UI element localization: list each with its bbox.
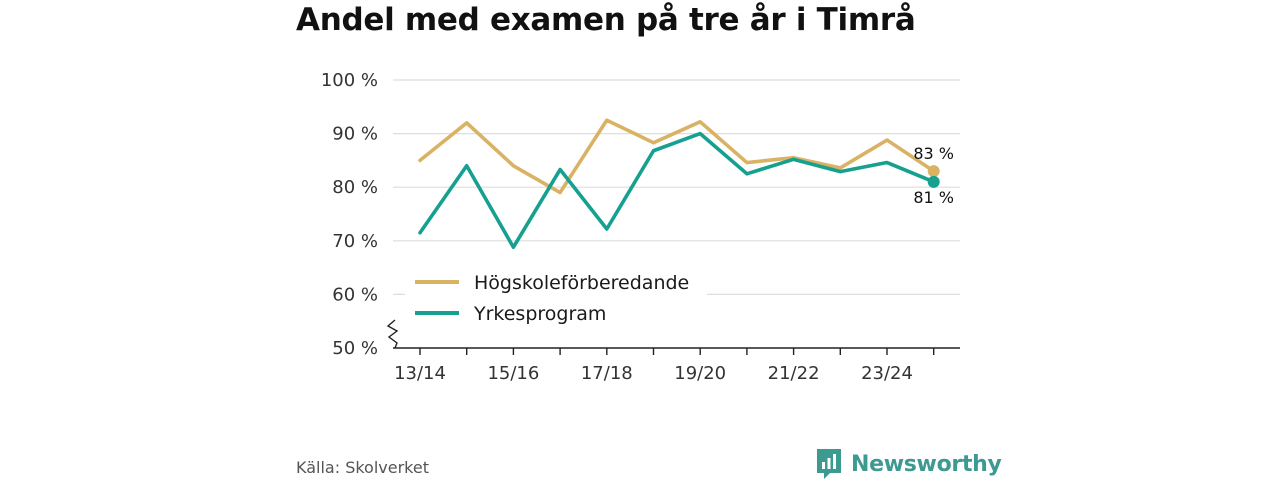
x-tick-label: 17/18: [581, 363, 633, 384]
x-tick-label: 15/16: [487, 363, 539, 384]
y-axis-ticks: 50 % 60 % 70 % 80 % 90 % 100 %: [321, 70, 378, 359]
end-point-marker: [927, 165, 940, 178]
legend-label: Högskoleförberedande: [474, 272, 689, 294]
end-value-label: 83 %: [913, 144, 954, 163]
y-tick-label: 80 %: [332, 177, 378, 198]
y-tick-label: 100 %: [321, 70, 378, 91]
chart-title: Andel med examen på tre år i Timrå: [296, 2, 916, 38]
y-tick-label: 90 %: [332, 124, 378, 145]
brand-logo: Newsworthy: [815, 447, 1002, 481]
legend-background: [405, 265, 707, 331]
y-tick-label: 50 %: [332, 338, 378, 359]
end-markers: 83 % 81 %: [913, 144, 954, 207]
y-tick-label: 70 %: [332, 231, 378, 252]
end-value-label: 81 %: [913, 188, 954, 207]
axis-break-icon: [386, 319, 399, 349]
source-note: Källa: Skolverket: [296, 458, 429, 477]
x-tick-label: 21/22: [768, 363, 820, 384]
series-lines: [418, 118, 936, 250]
series-line-1: [418, 118, 936, 195]
brand-name: Newsworthy: [851, 451, 1002, 477]
x-tick-label: 19/20: [674, 363, 726, 384]
x-axis: 13/14 15/16 17/18 19/20 21/22 23/24: [386, 319, 960, 384]
legend-label: Yrkesprogram: [473, 303, 606, 325]
legend: Högskoleförberedande Yrkesprogram: [405, 265, 707, 331]
series-line-2: [418, 131, 936, 250]
end-point-marker: [927, 175, 940, 188]
y-tick-label: 60 %: [332, 284, 378, 305]
newsworthy-logo-icon: [817, 449, 841, 479]
x-tick-label: 13/14: [394, 363, 446, 384]
x-tick-label: 23/24: [861, 363, 913, 384]
